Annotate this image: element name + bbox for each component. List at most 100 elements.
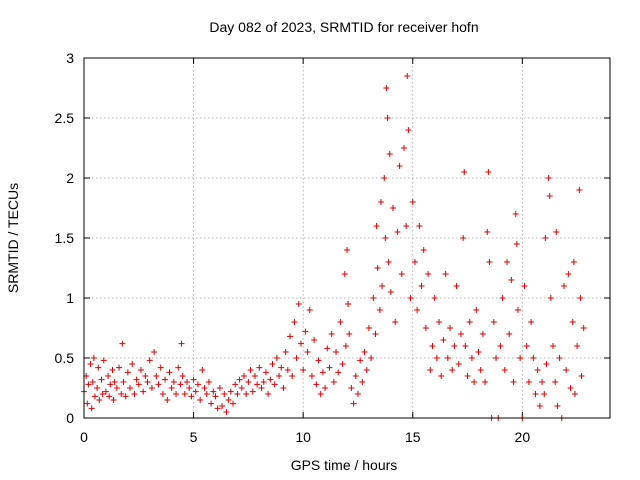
data-point bbox=[577, 295, 584, 301]
data-point bbox=[530, 355, 537, 361]
data-point bbox=[570, 259, 577, 265]
data-point bbox=[370, 295, 377, 301]
data-point bbox=[330, 379, 337, 385]
data-point bbox=[95, 364, 102, 371]
data-point bbox=[315, 357, 322, 364]
data-point bbox=[342, 343, 349, 349]
data-point bbox=[240, 373, 247, 379]
data-point bbox=[254, 381, 261, 388]
data-point bbox=[440, 337, 447, 343]
data-point bbox=[300, 367, 307, 373]
data-point bbox=[328, 331, 335, 337]
data-point bbox=[542, 235, 549, 241]
y-tick-label: 1.5 bbox=[55, 230, 75, 246]
data-point bbox=[403, 223, 410, 229]
data-point bbox=[251, 373, 258, 379]
data-point bbox=[404, 73, 411, 79]
data-point bbox=[381, 175, 388, 181]
data-point bbox=[85, 381, 92, 388]
y-tick-label: 0.5 bbox=[55, 350, 75, 366]
data-point bbox=[194, 381, 201, 388]
data-point bbox=[230, 400, 237, 407]
data-point bbox=[197, 397, 204, 403]
data-point bbox=[337, 319, 344, 325]
data-point bbox=[514, 307, 521, 313]
data-point bbox=[119, 340, 126, 347]
data-point bbox=[243, 391, 250, 397]
data-point bbox=[164, 397, 171, 403]
data-point bbox=[168, 385, 175, 391]
data-point bbox=[386, 151, 393, 157]
data-point bbox=[234, 391, 241, 397]
data-point bbox=[192, 388, 199, 395]
data-point bbox=[177, 381, 184, 388]
data-point bbox=[552, 379, 559, 385]
data-point bbox=[409, 199, 416, 205]
data-point bbox=[490, 319, 497, 325]
data-point bbox=[357, 357, 364, 364]
data-point bbox=[148, 385, 155, 391]
data-point bbox=[88, 405, 95, 412]
data-point bbox=[383, 85, 390, 91]
data-point bbox=[427, 367, 434, 373]
data-point bbox=[414, 307, 421, 313]
data-point bbox=[216, 385, 223, 391]
data-point bbox=[326, 364, 333, 371]
data-point bbox=[89, 379, 96, 385]
data-point bbox=[447, 325, 454, 331]
axis-tick-labels: 0 5 10 15 20 0 0.5 1 1.5 2 2.5 3 bbox=[55, 50, 531, 445]
data-point bbox=[118, 391, 125, 397]
data-point bbox=[422, 325, 429, 331]
data-point bbox=[574, 343, 581, 349]
data-point bbox=[376, 307, 383, 313]
data-point bbox=[276, 373, 283, 379]
data-point bbox=[534, 367, 541, 373]
axis-ticks bbox=[83, 57, 610, 419]
data-point bbox=[532, 391, 539, 397]
data-point bbox=[543, 361, 550, 367]
data-point bbox=[282, 349, 289, 355]
data-point bbox=[394, 229, 401, 235]
grid bbox=[84, 58, 610, 418]
data-point bbox=[287, 333, 294, 340]
data-point bbox=[510, 379, 517, 385]
data-point bbox=[127, 385, 134, 391]
data-point bbox=[238, 385, 245, 391]
data-point bbox=[317, 391, 324, 397]
data-point bbox=[563, 367, 570, 373]
data-point bbox=[184, 379, 191, 385]
data-point bbox=[105, 373, 112, 379]
data-point bbox=[482, 379, 489, 385]
y-axis-label: SRMTID / TECUs bbox=[5, 183, 21, 293]
data-point bbox=[429, 343, 436, 349]
y-tick-label: 2.5 bbox=[55, 110, 75, 126]
data-point bbox=[361, 349, 368, 355]
data-point bbox=[365, 325, 372, 331]
chart-title: Day 082 of 2023, SRMTID for receiver hof… bbox=[209, 19, 478, 35]
data-point bbox=[102, 388, 109, 395]
data-point bbox=[258, 385, 265, 391]
data-point bbox=[94, 385, 101, 391]
data-point bbox=[289, 373, 296, 379]
data-point bbox=[135, 381, 142, 388]
data-point bbox=[137, 367, 144, 373]
data-point bbox=[523, 343, 530, 349]
data-point bbox=[109, 367, 116, 373]
data-point bbox=[247, 367, 254, 373]
data-point bbox=[425, 271, 432, 277]
data-point bbox=[411, 259, 418, 265]
data-point bbox=[382, 235, 389, 241]
data-point bbox=[431, 295, 438, 301]
data-point bbox=[460, 235, 467, 241]
data-point bbox=[260, 379, 267, 385]
data-point bbox=[405, 127, 412, 133]
data-point bbox=[400, 145, 407, 151]
data-point bbox=[457, 331, 464, 337]
y-tick-label: 1 bbox=[66, 290, 74, 306]
data-point bbox=[517, 355, 524, 361]
data-point bbox=[236, 376, 243, 383]
data-point bbox=[269, 361, 276, 367]
data-point bbox=[311, 337, 318, 343]
data-point bbox=[107, 381, 114, 388]
data-point bbox=[111, 379, 118, 385]
